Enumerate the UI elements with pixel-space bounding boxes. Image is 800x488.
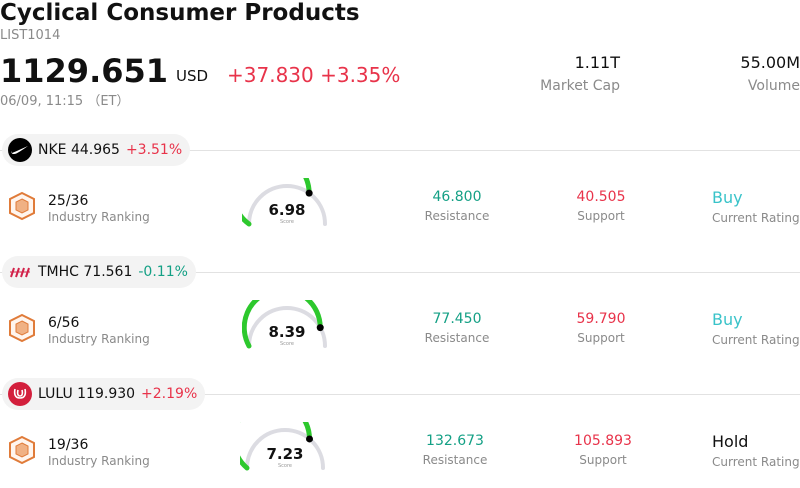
score-value: 6.98 <box>268 201 306 219</box>
stock-pill-tmhc[interactable]: TMHC 71.561 -0.11% <box>2 256 196 288</box>
ranking-badge-icon <box>8 435 36 469</box>
volume-value: 55.00M <box>740 53 800 72</box>
page-title: Cyclical Consumer Products <box>0 0 360 26</box>
ranking-label: Industry Ranking <box>48 331 150 346</box>
rating-value: Buy <box>712 310 743 329</box>
rating-label: Current Rating <box>712 333 800 347</box>
rating-label: Current Rating <box>712 455 800 469</box>
stock-symbol-price: NKE 44.965 <box>38 142 120 158</box>
resistance: 77.450 Resistance <box>414 311 500 345</box>
nike-swoosh-icon <box>8 138 32 162</box>
index-change: +37.830 +3.35% <box>227 63 401 87</box>
support-value: 105.893 <box>574 433 632 449</box>
industry-ranking: 19/36 Industry Ranking <box>8 435 150 469</box>
stock-change-pct: +2.19% <box>141 386 198 402</box>
resistance-value: 132.673 <box>426 433 484 449</box>
support-value: 59.790 <box>576 311 626 327</box>
ranking-badge-icon <box>8 191 36 225</box>
support-label: Support <box>577 209 625 223</box>
support: 40.505 Support <box>560 189 642 223</box>
gauge-track <box>245 428 325 470</box>
resistance: 132.673 Resistance <box>410 433 500 467</box>
gauge-knob <box>306 435 313 443</box>
row-divider <box>0 150 800 151</box>
score-gauge: 8.39 Score <box>241 287 332 350</box>
support: 59.790 Support <box>560 311 642 345</box>
row-divider <box>0 272 800 273</box>
score-value: 8.39 <box>268 323 306 341</box>
ranking-badge-icon <box>8 313 36 347</box>
current-rating: Buy Current Rating <box>712 310 800 347</box>
score-value: 7.23 <box>266 445 304 463</box>
ranking-value: 19/36 <box>48 436 89 453</box>
lululemon-logo-icon <box>8 382 32 406</box>
ranking-value: 6/56 <box>48 314 80 331</box>
volume-label: Volume <box>747 78 800 94</box>
rating-label: Current Rating <box>712 211 800 225</box>
tmhc-logo-icon <box>8 260 32 284</box>
stock-symbol-price: TMHC 71.561 <box>38 264 133 280</box>
score-gauge: 6.98 Score <box>230 152 332 228</box>
stock-pill-nke[interactable]: NKE 44.965 +3.51% <box>2 134 191 166</box>
stock-change-pct: -0.11% <box>138 264 188 280</box>
rating-value: Buy <box>712 188 743 207</box>
current-rating: Buy Current Rating <box>712 188 800 225</box>
timestamp: 06/09, 11:15 （ET） <box>0 94 130 109</box>
support-label: Support <box>577 331 625 345</box>
resistance-value: 77.450 <box>432 311 482 327</box>
index-code: LIST1014 <box>0 28 61 43</box>
market-cap-label: Market Cap <box>540 78 620 94</box>
ranking-label: Industry Ranking <box>48 209 150 224</box>
score-label: Score <box>279 341 294 347</box>
support-value: 40.505 <box>576 189 626 205</box>
industry-ranking: 25/36 Industry Ranking <box>8 191 150 225</box>
resistance-label: Resistance <box>424 331 490 345</box>
score-label: Score <box>277 463 292 469</box>
score-gauge: 7.23 Score <box>231 398 330 472</box>
resistance-label: Resistance <box>424 209 490 223</box>
gauge-track <box>247 184 327 226</box>
ranking-label: Industry Ranking <box>48 453 150 468</box>
support-label: Support <box>579 453 627 467</box>
currency-label: USD <box>176 67 209 85</box>
market-cap-value: 1.11T <box>574 53 620 72</box>
score-label: Score <box>279 219 294 225</box>
resistance-value: 46.800 <box>432 189 482 205</box>
support: 105.893 Support <box>556 433 650 467</box>
current-rating: Hold Current Rating <box>712 432 800 469</box>
rating-value: Hold <box>712 432 749 451</box>
stock-pill-lulu[interactable]: LULU 119.930 +2.19% <box>2 378 206 410</box>
gauge-knob <box>305 189 313 197</box>
ranking-value: 25/36 <box>48 192 89 209</box>
stock-change-pct: +3.51% <box>125 142 183 158</box>
stock-symbol-price: LULU 119.930 <box>38 386 136 402</box>
resistance-label: Resistance <box>422 453 488 467</box>
gauge-knob <box>316 324 324 332</box>
row-divider <box>0 394 800 395</box>
industry-ranking: 6/56 Industry Ranking <box>8 313 150 347</box>
index-price: 1129.651 <box>0 52 169 90</box>
resistance: 46.800 Resistance <box>414 189 500 223</box>
